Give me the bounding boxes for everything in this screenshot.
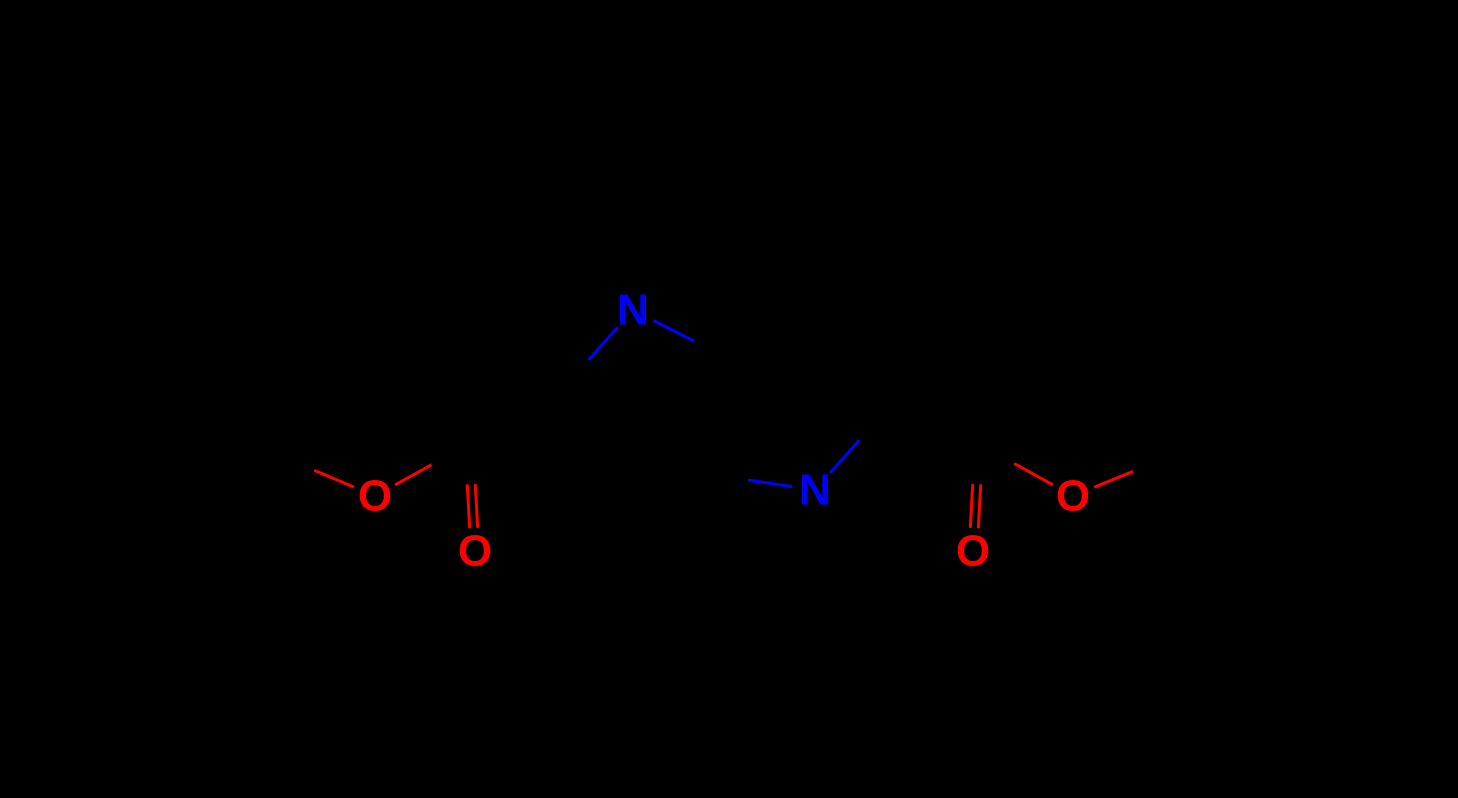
o-atom-label: O xyxy=(956,527,990,576)
n-atom-label: N xyxy=(799,466,831,515)
molecule-diagram: O O N N O O H H xyxy=(0,0,1458,798)
h-atom-label: H xyxy=(622,256,644,289)
o-atom-label: O xyxy=(358,472,392,521)
h-atom-label: H xyxy=(804,512,826,545)
n-atom-label: N xyxy=(617,286,649,335)
o-atom-label: O xyxy=(1056,472,1090,521)
o-atom-label: O xyxy=(458,527,492,576)
